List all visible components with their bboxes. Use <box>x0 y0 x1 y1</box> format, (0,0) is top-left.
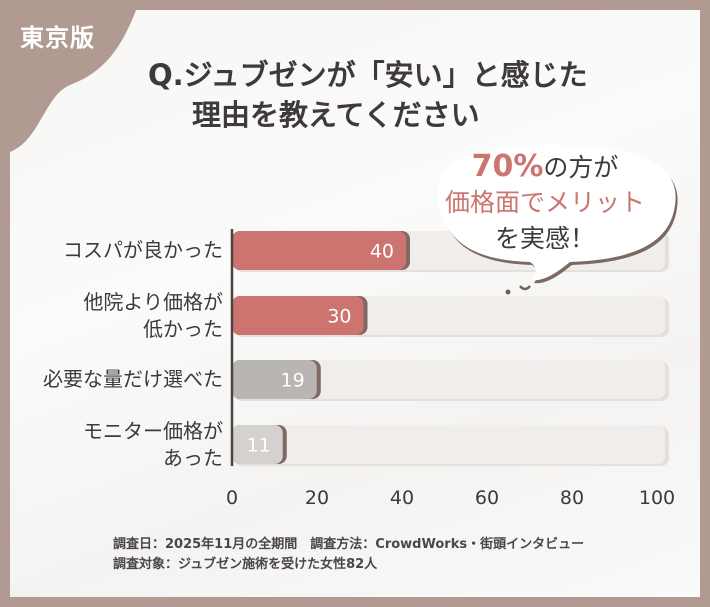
bar-value-label: 30 <box>327 306 351 328</box>
corner-blob-decoration <box>0 0 140 154</box>
bar <box>232 360 317 399</box>
speech-bubble <box>437 145 678 295</box>
category-label: モニター価格が あった <box>83 418 223 472</box>
bar-value-label: 40 <box>370 241 394 263</box>
survey-note-2: 調査対象：ジュブゼン施術を受けた女性82人 <box>113 557 378 572</box>
category-label: 他院より価格が 低かった <box>83 289 223 343</box>
category-label-line: 低かった <box>143 316 223 341</box>
category-label-line: モニター価格が <box>83 418 223 443</box>
x-tick-label: 60 <box>474 487 500 509</box>
x-tick-label: 80 <box>559 487 585 509</box>
bar-track <box>232 425 665 464</box>
x-tick-label: 40 <box>389 487 415 509</box>
callout-line-3: を実感！ <box>494 224 595 253</box>
category-label-line: 必要な量だけ選べた <box>43 367 223 391</box>
callout-line-2: 価格面でメリット <box>444 188 645 217</box>
callout-highlight: 70% <box>471 149 544 184</box>
region-badge: 東京版 <box>20 24 95 52</box>
bar-value-label: 11 <box>247 435 271 457</box>
category-label-line: 他院より価格が <box>83 289 223 314</box>
bar <box>232 231 406 270</box>
title-line-2: 理由を教えてください <box>192 98 480 132</box>
callout-line-1-rest: の方が <box>543 153 619 182</box>
category-label-line: コスパが良かった <box>63 238 223 262</box>
page-title: Q.ジュブゼンが「安い」と感じた 理由を教えてください <box>148 55 588 135</box>
category-label: コスパが良かった <box>63 237 223 264</box>
survey-note-1: 調査日：2025年11月の全期間 調査方法：CrowdWorks・街頭インタビュ… <box>113 537 585 552</box>
callout-line-1: 70%の方が <box>420 150 670 185</box>
x-tick-label: 0 <box>225 487 239 509</box>
category-label: 必要な量だけ選べた <box>43 366 223 393</box>
category-label-line: あった <box>163 445 223 470</box>
bar <box>232 296 364 335</box>
bar-value-label: 19 <box>281 370 305 392</box>
bar <box>232 425 283 464</box>
title-line-1: Q.ジュブゼンが「安い」と感じた <box>148 58 588 92</box>
x-tick-label: 20 <box>304 487 330 509</box>
x-tick-label: 100 <box>638 487 676 509</box>
bar-track <box>232 360 665 399</box>
